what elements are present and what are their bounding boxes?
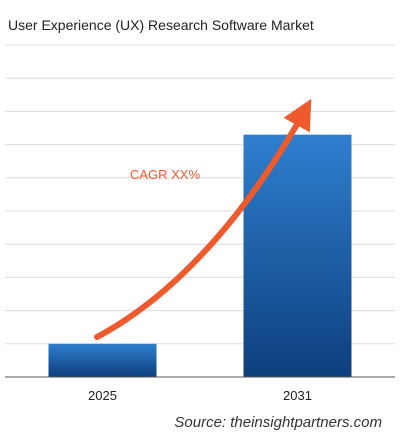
- x-tick-label-2025: 2025: [88, 388, 117, 403]
- bars: [48, 134, 352, 377]
- bar-2031: [243, 134, 352, 377]
- chart-title: User Experience (UX) Research Software M…: [8, 17, 314, 33]
- gridlines: [5, 44, 395, 345]
- source-credit: Source: theinsightpartners.com: [174, 414, 382, 431]
- x-tick-label-2031: 2031: [283, 388, 312, 403]
- cagr-growth-arrow: [94, 98, 312, 340]
- cagr-annotation: CAGR XX%: [130, 167, 201, 182]
- bar-2025: [48, 343, 157, 377]
- x-tick-labels: 2025 2031: [88, 388, 312, 403]
